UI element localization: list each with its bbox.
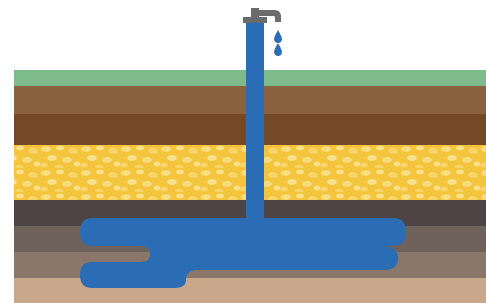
well-illustration	[0, 0, 486, 303]
water-drop	[274, 30, 282, 43]
well-pipe	[246, 22, 264, 224]
tap	[243, 8, 281, 23]
water-drop	[274, 43, 282, 56]
